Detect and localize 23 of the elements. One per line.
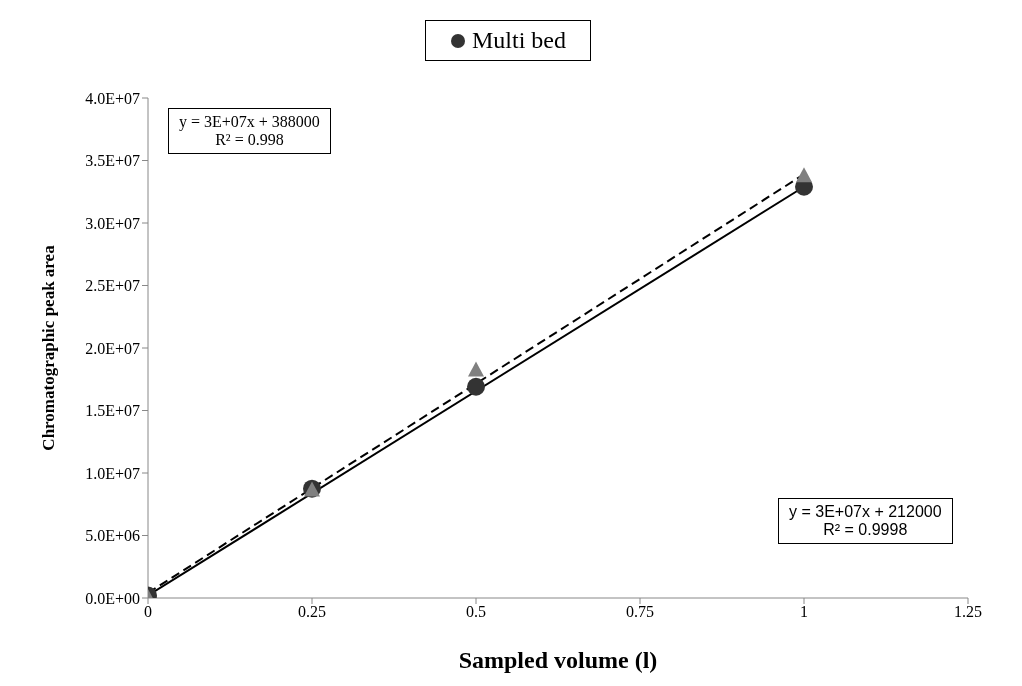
y-tick-label: 2.5E+07 (85, 277, 140, 295)
y-tick-label: 5.0E+06 (85, 527, 140, 545)
point (468, 361, 484, 377)
y-tick-label: 3.5E+07 (85, 152, 140, 170)
annotation: y = 3E+07x + 212000 R² = 0.9998 (789, 503, 942, 539)
y-tick-label: 4.0E+07 (85, 89, 140, 107)
y-tick-label: 1.0E+07 (85, 464, 140, 482)
y-tick-label: 0.0E+00 (85, 589, 140, 607)
x-axis-title: Sampled volume (l) (458, 647, 658, 673)
x-tick-label: 0.75 (626, 603, 654, 621)
x-tick-label: 1.25 (954, 603, 982, 621)
x-tick-label: 0.25 (298, 603, 326, 621)
x-tick-label: 0.5 (466, 603, 486, 621)
legend-label: Multi bed (472, 27, 566, 54)
point (796, 167, 812, 183)
y-tick-label: 1.5E+07 (85, 402, 140, 420)
annotation: y = 3E+07x + 388000 R² = 0.998 (179, 113, 320, 149)
x-tick-label: 1 (800, 603, 808, 621)
y-tick-label: 2.0E+07 (85, 339, 140, 357)
point (467, 377, 485, 396)
x-tick-label: 0 (144, 603, 152, 621)
y-tick-label: 3.0E+07 (85, 214, 140, 232)
y-axis-title: Chromatographic peak area (39, 244, 59, 451)
